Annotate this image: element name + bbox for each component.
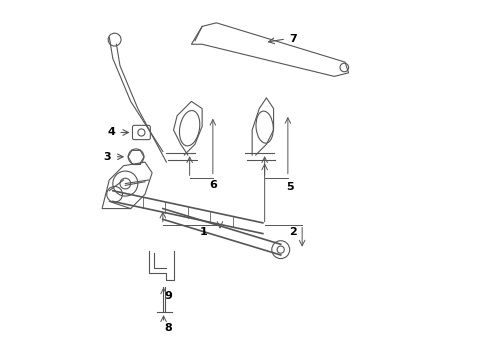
Text: 4: 4 [107, 127, 115, 138]
Text: 5: 5 [286, 182, 294, 192]
Text: 1: 1 [200, 227, 208, 237]
Text: 2: 2 [290, 227, 297, 237]
Text: 7: 7 [290, 34, 297, 44]
Text: 8: 8 [164, 323, 172, 333]
Text: 9: 9 [164, 291, 172, 301]
Text: 6: 6 [209, 180, 217, 190]
Text: 3: 3 [104, 152, 111, 162]
